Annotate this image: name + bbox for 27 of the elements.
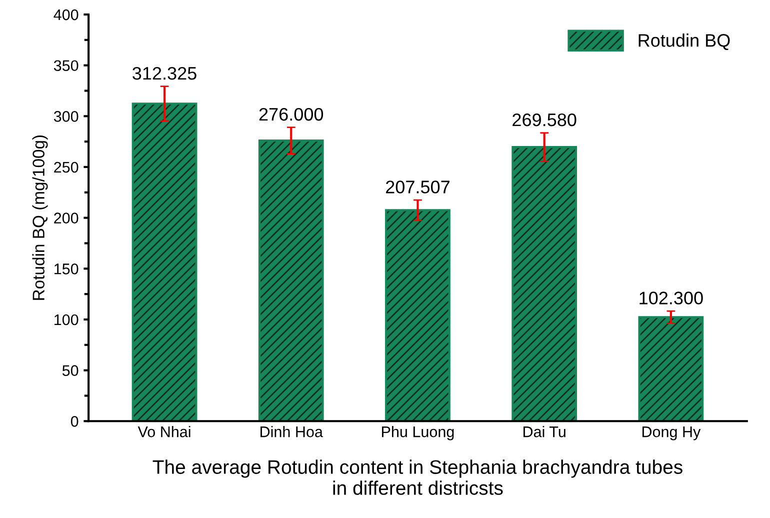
data-label: 269.580 <box>512 113 576 126</box>
y-tick-label: 50 <box>62 365 78 376</box>
y-tick-label: 0 <box>70 416 78 427</box>
bar <box>132 102 198 422</box>
x-tick-label: Dai Tu <box>524 426 566 438</box>
data-label: 207.507 <box>386 180 450 194</box>
x-tick-label: Phu Luong <box>382 426 454 440</box>
legend-label: Rotudin BQ <box>638 34 730 50</box>
y-tick-label: 400 <box>54 9 78 20</box>
x-axis-title: The average Rotudin content in Stephania brachyandra tubes in different districsts <box>152 460 682 495</box>
y-tick-label: 300 <box>54 111 78 122</box>
bar <box>638 316 704 422</box>
data-label: 312.325 <box>132 66 196 80</box>
y-axis-title: Rotudin BQ (mg/100g) <box>32 135 48 300</box>
bar <box>385 209 450 422</box>
y-tick-label: 150 <box>54 264 78 274</box>
x-tick-label: Dong Hy <box>642 426 701 440</box>
data-label: 102.300 <box>640 292 703 304</box>
bar <box>512 146 578 422</box>
x-tick-label: Dinh Hoa <box>260 426 323 438</box>
y-tick-label: 250 <box>54 162 78 173</box>
x-tick-label: Vo Nhai <box>138 426 190 438</box>
y-tick-label: 100 <box>54 314 78 326</box>
y-tick-label: 200 <box>54 212 78 224</box>
data-label: 276.000 <box>259 108 324 121</box>
bar <box>258 140 324 422</box>
y-tick-label: 350 <box>54 60 78 72</box>
